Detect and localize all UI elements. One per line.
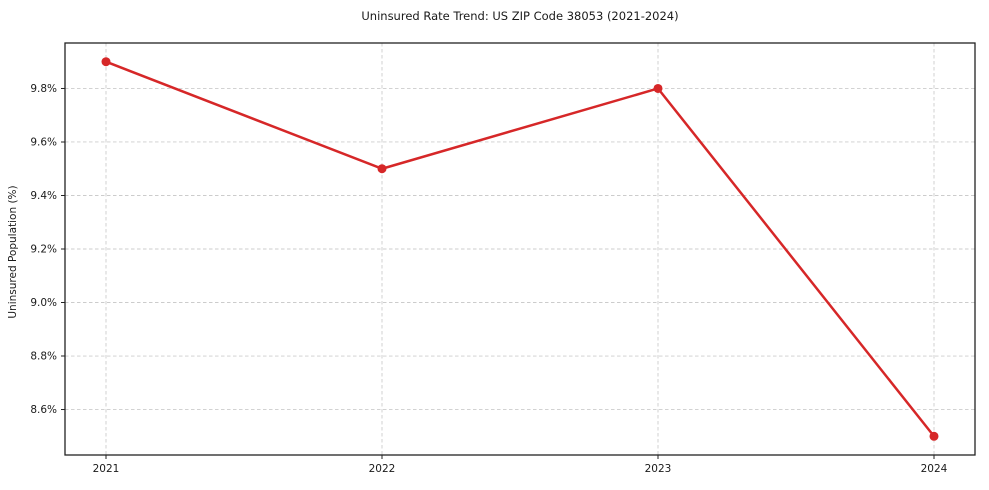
chart-title: Uninsured Rate Trend: US ZIP Code 38053 … [361,9,679,23]
y-tick-label: 9.8% [30,83,57,95]
data-point [653,83,663,93]
y-tick-label: 8.8% [30,351,57,363]
x-tick-label: 2021 [93,463,120,475]
y-tick-label: 9.2% [30,244,57,256]
y-tick-label: 8.6% [30,404,57,416]
y-tick-label: 9.6% [30,136,57,148]
x-tick-label: 2023 [645,463,672,475]
x-tick-label: 2024 [921,463,948,475]
data-point [101,57,111,67]
y-tick-label: 9.0% [30,297,57,309]
plot-border [64,42,976,456]
data-point [377,164,387,174]
data-point [929,431,939,441]
trend-line [104,60,936,438]
y-tick-label: 9.4% [30,190,57,202]
x-tick-label: 2022 [369,463,396,475]
